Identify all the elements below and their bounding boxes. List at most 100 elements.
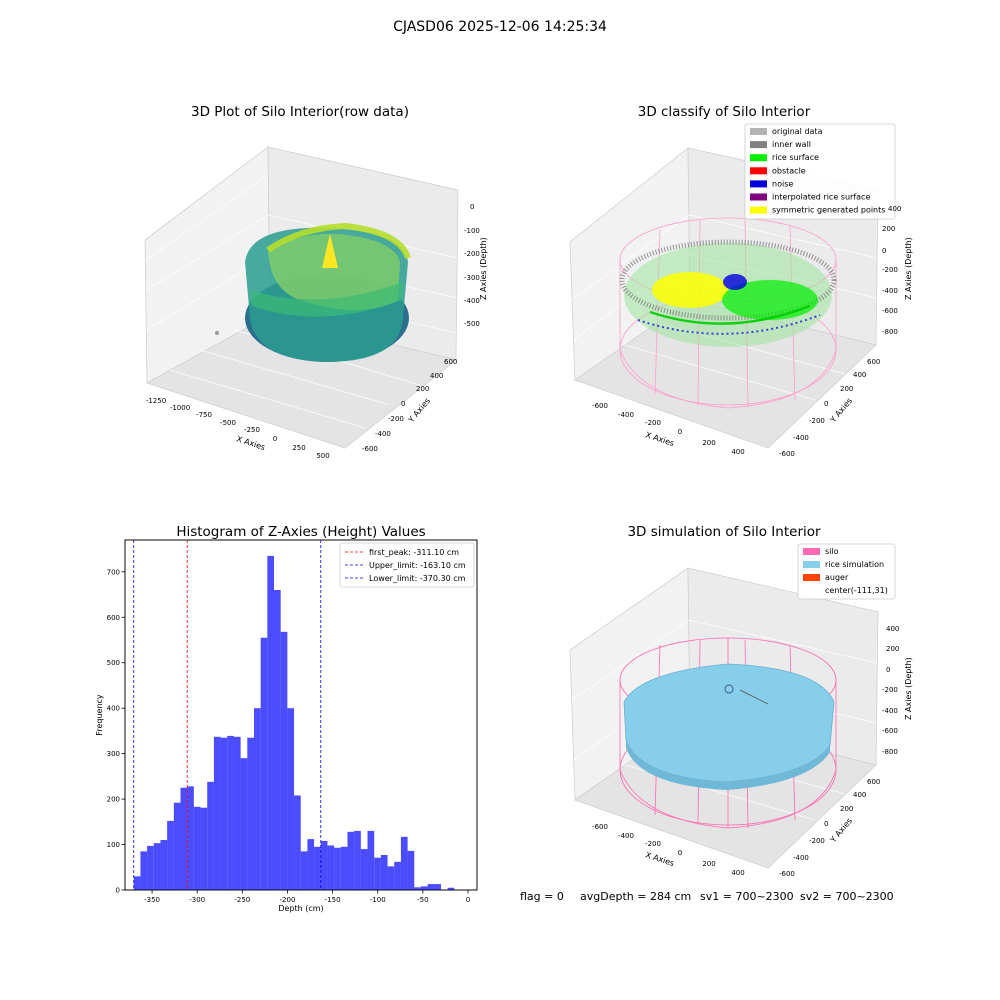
sim-legend-frame [797, 543, 896, 600]
figure-suptitle: CJASD06 2025-12-06 14:25:34 [393, 19, 607, 35]
hist-ylabel: Frequency [95, 694, 104, 736]
hist-bar [253, 708, 261, 890]
classify-legend-label: original data [772, 127, 823, 136]
sim-ztick: 400 [886, 625, 899, 633]
raw-zticks: 0 -100 -200 -300 -400 -500 [464, 203, 480, 328]
classify-yellow-region [652, 272, 728, 308]
hist-bar [300, 851, 308, 890]
raw-ytick: 600 [444, 358, 457, 366]
classify-ztick: 0 [882, 247, 886, 255]
status-flag: flag = 0 [520, 890, 564, 903]
hist-bar [400, 836, 408, 890]
classify-ylabel: Y Axies [828, 396, 854, 425]
raw-ztick: -400 [464, 297, 480, 305]
hist-bar [227, 735, 234, 890]
sim-center-marker [739, 689, 769, 705]
hist-bar [427, 884, 435, 890]
hist-bar [394, 861, 401, 890]
hist-bar [420, 886, 428, 890]
sim-yticks: -600 -400 -200 0 200 400 600 [779, 778, 880, 878]
classify-xlabel: X Axies [644, 430, 675, 448]
classify-ytick: -200 [809, 417, 825, 425]
hist-bars [133, 555, 455, 890]
classify-ztick: -800 [882, 328, 898, 336]
hist-bar [140, 851, 148, 890]
sim-xtick: 0 [678, 849, 682, 857]
hist-ytick: 500 [107, 659, 120, 667]
panel-classify: 3D classify of Silo Interior [569, 104, 913, 458]
hist-bar [180, 787, 188, 890]
sim-legend-label: auger [825, 573, 849, 582]
hist-bar [334, 847, 341, 890]
sim-ytick: -400 [793, 854, 809, 862]
hist-legend-label: first_peak: -311.10 cm [369, 548, 459, 557]
hist-bar [193, 806, 201, 890]
sim-legend-label: center(-111,31) [825, 586, 888, 595]
raw-silo-inner [268, 233, 400, 310]
hist-bar [327, 845, 335, 890]
classify-ytick: 200 [840, 385, 853, 393]
hist-ytick: 0 [116, 887, 120, 895]
hist-xtick: 0 [466, 896, 470, 904]
status-line: flag = 0 avgDepth = 284 cm sv1 = 700~230… [520, 890, 894, 903]
hist-bar [173, 802, 181, 890]
classify-rice-band [649, 304, 811, 325]
hist-bar [240, 758, 248, 890]
raw-ztick: 0 [470, 203, 474, 211]
classify-legend-swatch [750, 141, 767, 149]
sim-ytick: -200 [809, 837, 825, 845]
hist-bar [220, 737, 228, 890]
sim-ytick: 200 [840, 805, 853, 813]
hist-bar [233, 736, 241, 890]
classify-legend-label: inner wall [772, 140, 811, 149]
hist-bar [360, 849, 368, 890]
status-sv2: sv2 = 700~2300 [800, 890, 894, 903]
raw-zlabel: Z Axies (Depth) [479, 237, 488, 300]
sim-xtick: -400 [618, 832, 634, 840]
classify-ytick: 400 [853, 371, 866, 379]
classify-noise-region [723, 274, 747, 290]
classify-legend-swatch [750, 167, 767, 175]
hist-bar [207, 781, 214, 890]
raw-silo-top-rim [266, 222, 411, 260]
classify-legend-swatch [750, 128, 767, 135]
raw-xlabel: X Axies [235, 434, 266, 452]
classify-ztick: 400 [888, 205, 901, 213]
sim-auger [724, 684, 734, 694]
sim-legend-swatch [803, 574, 820, 581]
hist-ytick: 300 [107, 750, 120, 758]
sim-ztick: 0 [886, 666, 890, 674]
raw-ytick: 0 [401, 400, 405, 408]
hist-bar [387, 866, 395, 890]
raw-xtick: -1000 [170, 404, 190, 412]
raw-xtick: -1250 [146, 397, 166, 405]
raw-xtick: -250 [244, 426, 260, 434]
sim-rice-front [626, 740, 830, 790]
hist-bar [374, 857, 381, 890]
hist-bar [247, 737, 254, 890]
classify-xticks: -600 -400 -200 0 200 400 [592, 402, 745, 456]
sim-ztick: -800 [882, 748, 898, 756]
hist-bar [200, 807, 208, 890]
hist-bar [414, 887, 421, 890]
classify-xtick: -400 [618, 411, 634, 419]
sim-xtick: 200 [702, 860, 715, 868]
hist-bar [280, 631, 288, 890]
hist-xtick: -100 [370, 896, 386, 904]
sim-xtick: 400 [731, 869, 744, 877]
sim-xticks: -600 -400 -200 0 200 400 [592, 823, 745, 877]
classify-noise-band [637, 314, 821, 335]
classify-legend-label: obstacle [772, 166, 806, 175]
raw-xtick: 250 [292, 444, 305, 452]
hist-bar [347, 831, 355, 890]
classify-xtick: 0 [678, 428, 682, 436]
hist-legend: first_peak: -311.10 cm Upper_limit: -163.… [339, 542, 475, 588]
sim-title: 3D simulation of Silo Interior [627, 524, 821, 540]
sim-zlabel: Z Axies (Depth) [904, 657, 913, 720]
raw-stray-point [215, 331, 219, 335]
hist-bar [160, 840, 168, 890]
sim-rice-surface [623, 663, 835, 783]
hist-bar [447, 887, 455, 890]
raw-ylabel: Y Axies [406, 396, 432, 425]
classify-legend-label: rice surface [772, 153, 819, 162]
